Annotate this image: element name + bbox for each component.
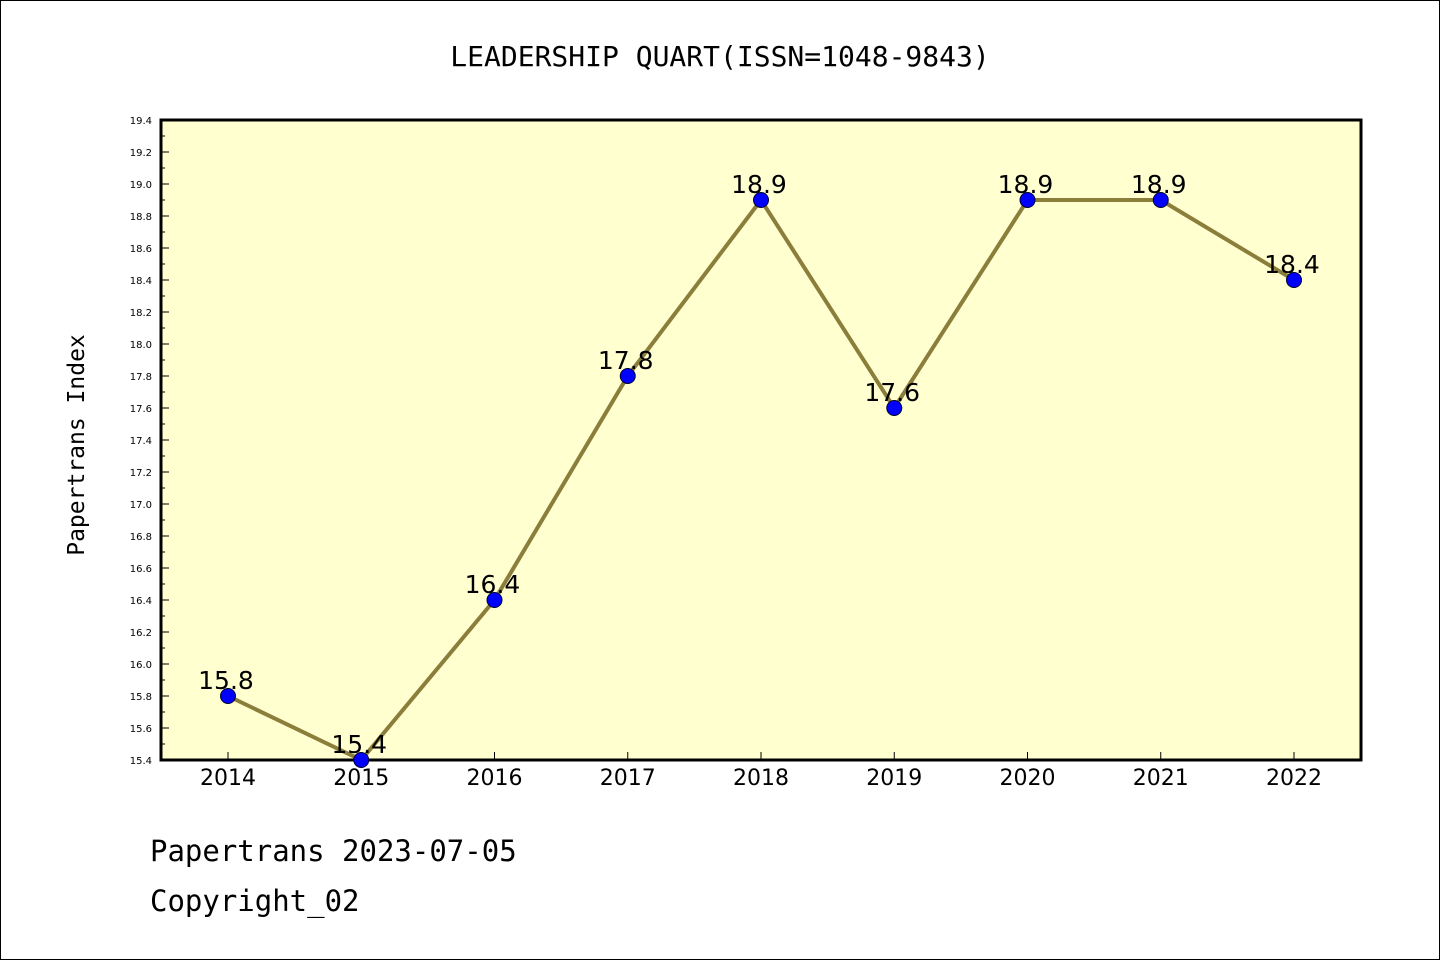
y-tick-label: 19.2 (130, 148, 152, 159)
x-tick-label: 2014 (200, 766, 256, 791)
data-point (1019, 192, 1036, 208)
data-point (1152, 192, 1169, 208)
footer-copyright: Copyright_02 (150, 884, 360, 918)
y-tick-label: 15.4 (130, 756, 152, 767)
y-tick-label: 17.0 (130, 500, 152, 511)
y-tick-label: 15.8 (130, 692, 152, 703)
data-label: 17.6 (864, 378, 920, 407)
data-point (486, 592, 503, 608)
x-axis: 2014 2015 2016 2017 2018 2019 2020 2021 2022 (200, 752, 1322, 791)
y-tick-label: 16.4 (130, 596, 152, 607)
y-axis-label: Papertrans Index (64, 334, 90, 556)
y-tick-label: 17.6 (130, 404, 152, 415)
data-labels: 15.8 15.4 16.4 17.8 18.9 17.6 18.9 18.9 18.4 (198, 170, 1320, 759)
data-point (886, 400, 903, 416)
y-tick-label: 15.6 (130, 724, 152, 735)
y-tick-label: 18.6 (130, 244, 152, 255)
x-tick-label: 2020 (1000, 766, 1056, 791)
data-label: 18.9 (731, 170, 787, 199)
y-tick-label: 18.8 (130, 212, 152, 223)
y-tick-label: 17.2 (130, 468, 152, 479)
y-tick-label: 16.0 (130, 660, 152, 671)
y-tick-label: 18.2 (130, 308, 152, 319)
y-tick-label: 16.6 (130, 564, 152, 575)
x-tick-label: 2018 (733, 766, 789, 791)
x-tick-label: 2022 (1266, 766, 1322, 791)
y-tick-label: 16.2 (130, 628, 152, 639)
y-tick-label: 18.0 (130, 340, 152, 351)
data-label: 15.8 (198, 666, 254, 695)
plot-area (159, 118, 1363, 762)
x-tick-label: 2016 (467, 766, 523, 791)
data-label: 18.4 (1264, 250, 1320, 279)
series-line-group (220, 192, 1302, 768)
y-tick-label: 17.8 (130, 372, 152, 383)
y-tick-label: 19.4 (130, 116, 152, 127)
x-tick-label: 2015 (333, 766, 389, 791)
y-tick-label: 18.4 (130, 276, 152, 287)
data-label: 18.9 (998, 170, 1054, 199)
data-label: 16.4 (465, 570, 521, 599)
x-tick-label: 2019 (866, 766, 922, 791)
data-point (1286, 272, 1302, 288)
x-tick-label: 2017 (600, 766, 656, 791)
x-tick-label: 2021 (1133, 766, 1189, 791)
footer-date: Papertrans 2023-07-05 (150, 834, 517, 868)
chart-title: LEADERSHIP QUART(ISSN=1048-9843) (450, 40, 989, 73)
data-point (619, 368, 636, 384)
data-label: 15.4 (331, 730, 387, 759)
data-label: 17.8 (598, 346, 654, 375)
data-label: 18.9 (1131, 170, 1187, 199)
data-point (353, 752, 370, 768)
y-axis: 15.4 15.6 15.8 16.0 16.2 16.4 16.6 16.8 17.0 17.2… (130, 116, 169, 767)
data-point (753, 192, 769, 208)
data-point (220, 688, 236, 704)
y-tick-label: 17.4 (130, 436, 152, 447)
y-tick-label: 16.8 (130, 532, 152, 543)
y-tick-label: 19.0 (130, 180, 152, 191)
